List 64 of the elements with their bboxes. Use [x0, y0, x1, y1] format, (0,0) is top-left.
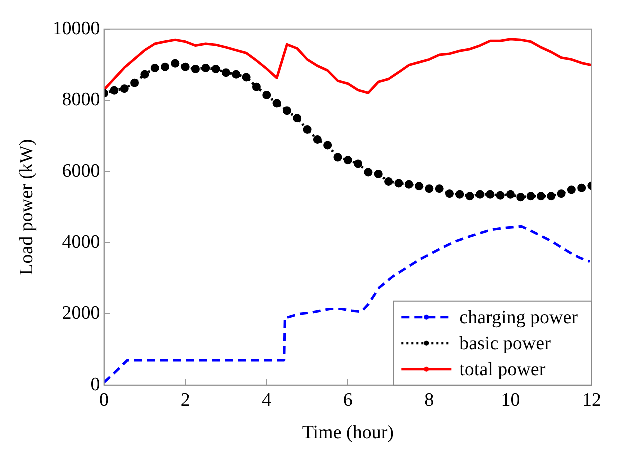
x-tick-label: 4: [262, 390, 272, 411]
point: [547, 192, 556, 201]
point: [262, 91, 272, 100]
point: [415, 182, 424, 191]
point: [578, 184, 586, 192]
point: [324, 141, 332, 150]
point: [526, 192, 536, 201]
legend-label: basic power: [460, 333, 552, 354]
point: [150, 64, 160, 72]
point: [181, 62, 190, 72]
x-tick-label: 12: [582, 390, 602, 411]
point: [171, 59, 180, 68]
point: [191, 65, 200, 74]
legend-label: total power: [460, 359, 546, 380]
y-tick-label: 4000: [62, 232, 100, 253]
y-tick-label: 8000: [62, 90, 100, 111]
point: [374, 170, 383, 179]
point: [516, 193, 526, 202]
point: [404, 180, 414, 189]
point: [120, 84, 129, 94]
point: [313, 136, 322, 144]
legend-label: charging power: [460, 307, 579, 328]
point: [242, 73, 251, 82]
point: [394, 179, 404, 188]
point: [212, 65, 220, 74]
point: [303, 126, 312, 134]
point: [293, 114, 302, 123]
x-axis-title: Time (hour): [302, 422, 394, 444]
point: [496, 191, 505, 200]
point: [140, 70, 150, 79]
point: [364, 168, 373, 177]
point: [202, 64, 210, 72]
point: [232, 70, 241, 79]
point: [222, 68, 230, 78]
point: [425, 184, 434, 194]
point: [252, 82, 261, 92]
x-tick-label: 10: [501, 390, 520, 411]
y-tick-label: 6000: [62, 160, 100, 182]
point: [272, 99, 282, 108]
point: [567, 186, 576, 194]
point: [384, 178, 394, 186]
point: [110, 86, 119, 95]
point: [344, 156, 352, 165]
point: [536, 192, 546, 201]
point: [354, 160, 363, 168]
y-tick-label: 2000: [62, 303, 100, 324]
y-tick-label: 0: [90, 374, 100, 396]
point: [161, 62, 170, 72]
point: [486, 190, 495, 199]
y-tick-label: 10000: [52, 18, 100, 40]
x-tick-label: 8: [424, 390, 434, 411]
x-tick-label: 6: [343, 390, 353, 411]
point: [435, 184, 444, 194]
point: [476, 190, 484, 199]
point: [456, 190, 464, 199]
point: [557, 190, 566, 198]
point: [130, 78, 140, 88]
point: [466, 192, 474, 201]
point: [334, 153, 342, 162]
y-axis-title: Load power (kW): [16, 139, 38, 276]
point: [446, 190, 454, 198]
x-tick-label: 2: [180, 390, 190, 411]
point: [506, 190, 515, 199]
point: [282, 106, 292, 116]
